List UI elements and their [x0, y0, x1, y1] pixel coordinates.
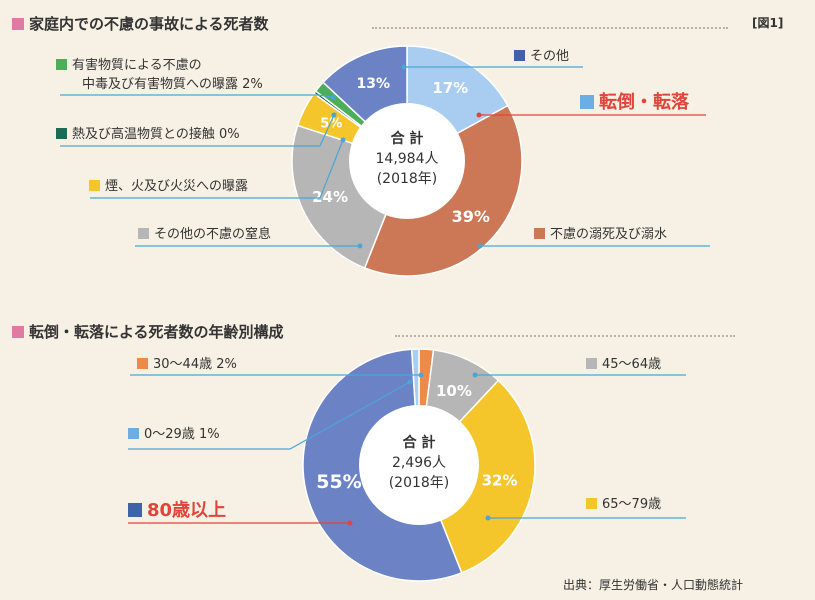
center-label: 合 計 [391, 130, 424, 147]
slice-percent-label: 55% [316, 471, 361, 493]
leader-line [319, 139, 344, 199]
source-note: 出典：厚生労働省・人口動態統計 [563, 578, 744, 592]
legend-sonota: その他 [514, 48, 569, 66]
leader-dot [401, 64, 407, 70]
legend-swatch [89, 180, 100, 191]
leader-dot [347, 520, 353, 526]
leader-dot [477, 243, 483, 249]
center-hole [359, 405, 479, 525]
center-year: (2018年) [389, 475, 450, 491]
leader-line [317, 94, 334, 98]
legend-0-29: 0〜29歳 1% [128, 426, 220, 444]
title-marker-icon [12, 326, 24, 338]
title-marker-icon [12, 18, 24, 30]
leader-dot [418, 372, 424, 378]
legend-swatch [56, 59, 67, 70]
chart2-title: 転倒・転落による死者数の年齢別構成 [12, 321, 284, 342]
legend-kemuri: 煙、火及び火災への曝露 [89, 178, 248, 196]
legend-swatch [586, 498, 597, 509]
figure-label: [図1] [752, 16, 784, 30]
legend-30-44: 30〜44歳 2% [137, 356, 237, 374]
leader-dot [340, 137, 346, 143]
leader-dot [331, 112, 337, 118]
legend-80plus: 80歳以上 [128, 496, 226, 522]
title-divider [372, 27, 728, 29]
legend-yuugai: 有害物質による不慮の [56, 57, 202, 75]
legend-swatch [137, 358, 148, 369]
legend-dekishi: 不慮の溺死及び溺水 [534, 226, 667, 244]
center-hole [349, 103, 465, 219]
slice-percent-label: 32% [482, 471, 518, 489]
legend-tentou: 転倒・転落 [580, 88, 689, 114]
leader-line [128, 381, 411, 450]
leader-line [319, 114, 335, 147]
leader-dot [330, 94, 336, 100]
slice-percent-label: 5% [320, 116, 342, 131]
leader-dot [476, 112, 482, 118]
legend-swatch [128, 428, 139, 439]
legend-swatch [514, 50, 525, 61]
legend-netsu: 熱及び高温物質との接触 0% [56, 126, 240, 144]
slice-percent-label: 10% [436, 382, 472, 400]
slice-percent-label: 39% [452, 207, 490, 226]
legend-45-64: 45〜64歳 [586, 356, 661, 374]
title-divider [395, 335, 735, 337]
slice-percent-label: 13% [356, 76, 390, 92]
leader-dot [485, 515, 491, 521]
center-label: 合 計 [403, 434, 436, 451]
legend-swatch [586, 358, 597, 369]
legend-yuugai-line2: 中毒及び有害物質への曝露 2% [82, 77, 263, 92]
leader-dot [472, 372, 478, 378]
leader-dot [407, 379, 413, 385]
legend-swatch [56, 128, 67, 139]
legend-65-79: 65〜79歳 [586, 496, 661, 514]
slice-percent-label: 24% [312, 188, 348, 206]
leader-dot [357, 243, 363, 249]
center-year: (2018年) [377, 171, 438, 187]
center-total: 2,496人 [392, 455, 446, 471]
legend-swatch [138, 228, 149, 239]
chart1-title: 家庭内での不慮の事故による死者数 [12, 13, 269, 34]
legend-swatch [580, 95, 594, 109]
legend-swatch [534, 228, 545, 239]
legend-swatch [128, 503, 142, 517]
center-total: 14,984人 [376, 151, 439, 167]
slice-percent-label: 17% [432, 79, 468, 97]
legend-chissoku: その他の不慮の窒息 [138, 226, 271, 244]
